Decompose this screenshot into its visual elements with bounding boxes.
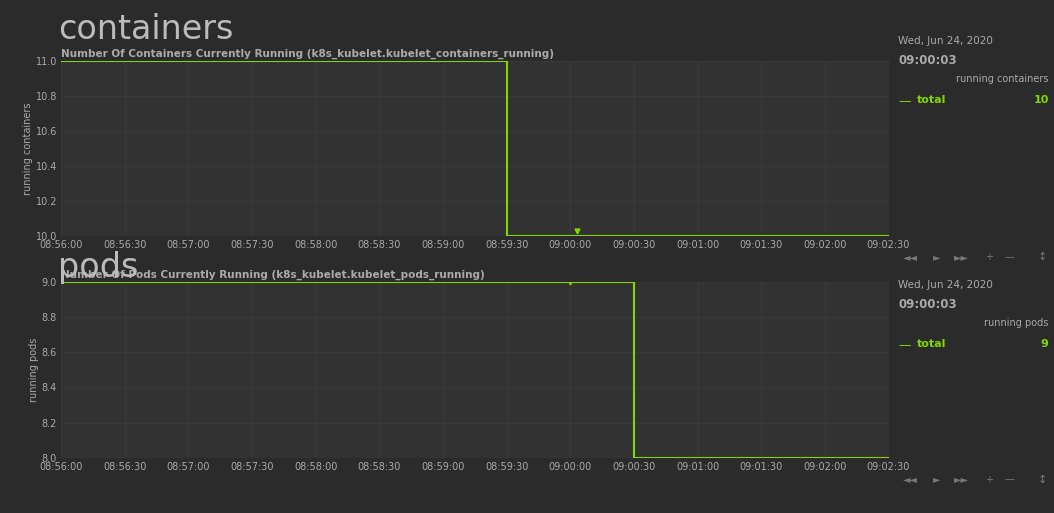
- Text: ◄◄: ◄◄: [903, 475, 918, 484]
- Text: 09:00:03: 09:00:03: [898, 298, 957, 310]
- Text: total: total: [917, 95, 946, 105]
- Text: ►►: ►►: [954, 475, 969, 484]
- Text: 10: 10: [1033, 95, 1049, 105]
- Text: running pods: running pods: [984, 318, 1049, 328]
- Text: total: total: [917, 339, 946, 348]
- Text: Number Of Pods Currently Running (k8s_kubelet.kubelet_pods_running): Number Of Pods Currently Running (k8s_ku…: [61, 270, 485, 280]
- Text: +: +: [985, 252, 994, 262]
- Text: ►: ►: [933, 475, 940, 484]
- Text: ↕: ↕: [1037, 252, 1047, 262]
- Text: ►►: ►►: [954, 252, 969, 262]
- Y-axis label: running containers: running containers: [23, 102, 33, 194]
- Text: Wed, Jun 24, 2020: Wed, Jun 24, 2020: [898, 280, 993, 289]
- Text: Number Of Containers Currently Running (k8s_kubelet.kubelet_containers_running): Number Of Containers Currently Running (…: [61, 48, 554, 58]
- Text: —: —: [1004, 475, 1014, 484]
- Text: Wed, Jun 24, 2020: Wed, Jun 24, 2020: [898, 36, 993, 46]
- Text: —: —: [898, 339, 911, 351]
- Text: ↕: ↕: [1037, 475, 1047, 484]
- Text: pods: pods: [58, 251, 138, 284]
- Text: running containers: running containers: [956, 74, 1049, 84]
- Text: 09:00:03: 09:00:03: [898, 54, 957, 67]
- Text: +: +: [985, 475, 994, 484]
- Text: ◄◄: ◄◄: [903, 252, 918, 262]
- Text: —: —: [898, 95, 911, 108]
- Text: 9: 9: [1041, 339, 1049, 348]
- Text: ►: ►: [933, 252, 940, 262]
- Text: —: —: [1004, 252, 1014, 262]
- Text: containers: containers: [58, 13, 233, 46]
- Y-axis label: running pods: running pods: [28, 338, 39, 402]
